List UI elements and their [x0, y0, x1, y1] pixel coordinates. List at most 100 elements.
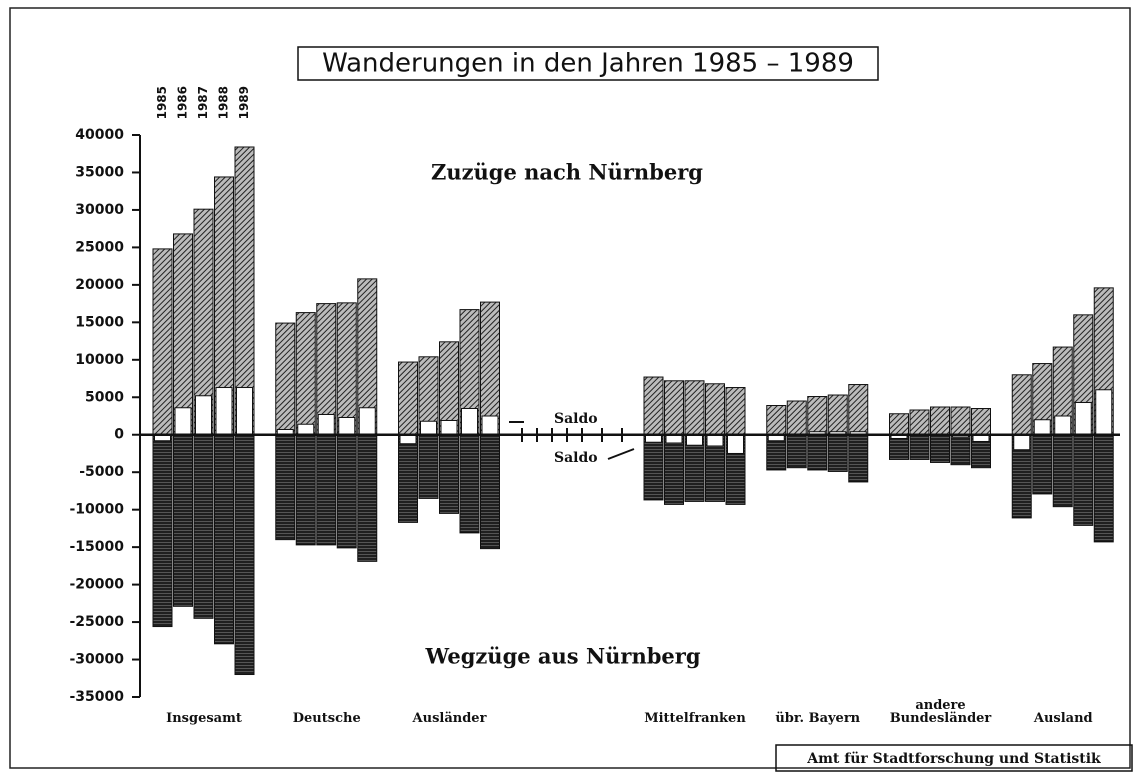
- bar: [480, 301, 500, 436]
- y-tick-label: -10000: [69, 502, 124, 518]
- bar: [336, 302, 357, 436]
- x-tick-label: Ausland: [1033, 711, 1093, 726]
- bar: [275, 434, 296, 541]
- bar: [930, 434, 950, 463]
- y-tick-label: 20000: [75, 277, 124, 293]
- year-label: 1988: [217, 86, 231, 119]
- year-label: 1989: [237, 86, 251, 119]
- bar: [336, 434, 357, 549]
- bar: [909, 409, 930, 436]
- bar: [1074, 402, 1092, 436]
- bar: [173, 434, 193, 607]
- bar: [459, 434, 480, 534]
- bar: [174, 407, 192, 436]
- bar: [214, 434, 234, 645]
- y-tick-label: 25000: [75, 239, 124, 255]
- bar: [664, 380, 684, 436]
- y-tick-label: -5000: [79, 464, 124, 480]
- year-label: 1987: [196, 86, 210, 119]
- bar: [317, 414, 335, 436]
- bar: [1032, 434, 1053, 495]
- bar: [1054, 415, 1072, 436]
- bar: [193, 434, 214, 619]
- bar: [420, 420, 437, 436]
- x-tick-label: Insgesamt: [166, 711, 242, 726]
- frame: [9, 7, 1131, 769]
- x-tick-label: übr. Bayern: [775, 711, 861, 726]
- bar: [418, 434, 439, 499]
- bar: [786, 400, 807, 436]
- bar: [275, 322, 296, 436]
- bar: [725, 387, 746, 436]
- y-tick-label: 5000: [85, 389, 124, 405]
- x-tick-label: Ausländer: [412, 711, 487, 726]
- y-tick-label: 0: [114, 427, 124, 443]
- bar: [950, 406, 971, 436]
- bar: [664, 434, 684, 505]
- bar: [1013, 434, 1031, 451]
- bar: [909, 434, 930, 460]
- bar: [1052, 434, 1073, 508]
- bar: [706, 434, 724, 447]
- bar: [684, 380, 705, 436]
- bar: [358, 407, 376, 436]
- bar: [461, 408, 478, 436]
- bar: [398, 361, 418, 436]
- series-label: Zuzüge nach Nürnberg: [431, 160, 703, 185]
- bar: [848, 434, 869, 483]
- bar: [643, 376, 664, 436]
- bar: [1073, 434, 1094, 526]
- year-label: 1985: [155, 86, 169, 119]
- bar: [480, 434, 500, 550]
- bar: [1011, 374, 1032, 436]
- y-tick-label: 15000: [75, 314, 124, 330]
- bar: [807, 396, 828, 436]
- y-tick-label: -15000: [69, 539, 124, 555]
- bar: [1033, 419, 1051, 436]
- bar: [950, 434, 971, 466]
- bar: [439, 434, 459, 514]
- year-label: 1986: [176, 86, 190, 119]
- bar: [215, 387, 233, 436]
- bar: [398, 434, 418, 523]
- bar: [686, 434, 703, 446]
- bar: [295, 434, 316, 546]
- bar: [152, 248, 173, 436]
- bar: [399, 434, 417, 445]
- bar: [297, 423, 315, 436]
- bar: [1095, 389, 1113, 436]
- bar: [440, 419, 458, 436]
- bar: [827, 394, 848, 436]
- y-tick-label: 10000: [75, 352, 124, 368]
- footer: Amt für Stadtforschung und Statistik: [806, 751, 1101, 767]
- bar: [930, 406, 950, 436]
- x-tick-label: Mittelfranken: [644, 711, 746, 726]
- bar: [1093, 434, 1114, 543]
- footer-box: [775, 744, 1133, 772]
- bar: [827, 434, 848, 472]
- title-box: [297, 46, 879, 81]
- saldo-legend: Saldo: [554, 450, 598, 466]
- y-tick-label: -35000: [69, 689, 124, 705]
- bar: [481, 415, 499, 436]
- y-tick-label: -20000: [69, 577, 124, 593]
- y-tick-label: -25000: [69, 614, 124, 630]
- bar: [848, 384, 869, 436]
- bar: [236, 387, 253, 436]
- saldo-legend-line: [607, 448, 635, 460]
- y-tick-label: 40000: [75, 127, 124, 143]
- bar: [705, 383, 725, 436]
- bar: [807, 434, 828, 471]
- bar: [316, 434, 337, 546]
- bar: [195, 395, 212, 436]
- bar: [889, 413, 909, 436]
- bar: [173, 233, 193, 436]
- x-tick-label: Deutsche: [292, 711, 361, 726]
- bar: [727, 434, 744, 454]
- bar: [971, 408, 991, 436]
- y-tick-label: 35000: [75, 164, 124, 180]
- bar: [786, 434, 807, 469]
- saldo-legend: Saldo: [554, 411, 598, 427]
